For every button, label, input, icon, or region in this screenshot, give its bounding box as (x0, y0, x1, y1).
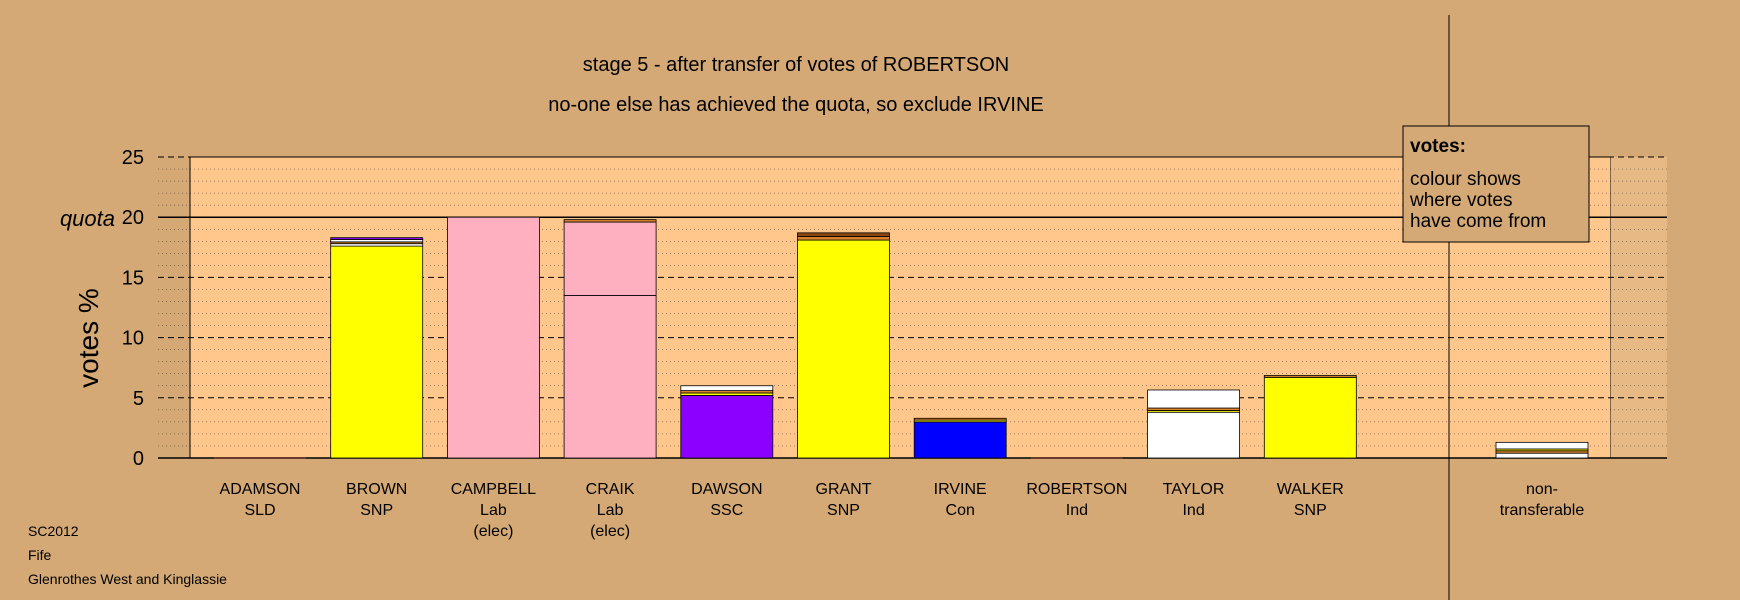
candidate-label-line: IRVINE (934, 481, 987, 498)
chart-title: stage 5 - after transfer of votes of ROB… (583, 54, 1009, 76)
legend-line-1: colour shows (1410, 169, 1521, 190)
y-tick-label: 25 (122, 147, 144, 169)
bar-taylor (1147, 389, 1240, 459)
bar-segment (563, 295, 657, 459)
candidate-label-line: WALKER (1277, 481, 1344, 498)
bar-segment (563, 219, 657, 223)
candidate-label-line: TAYLOR (1163, 481, 1225, 498)
y-tick-label: 5 (133, 388, 144, 410)
candidate-label-line: Ind (1066, 502, 1088, 519)
legend-title: votes: (1410, 136, 1466, 157)
bar-segment (797, 236, 890, 241)
bar-walker (1263, 375, 1357, 459)
bar-segment (1147, 389, 1240, 409)
bar-segment (1263, 376, 1357, 459)
candidate-label-line: Lab (480, 502, 507, 519)
y-tick-labels: 0 5 10 15 20 25 (122, 147, 144, 470)
bar-segment (1147, 411, 1240, 459)
footer-line-2: Fife (28, 547, 52, 563)
footer-line-1: SC2012 (28, 523, 79, 539)
plot-area (189, 156, 1612, 459)
bars-group (214, 216, 1589, 459)
bar-dawson (680, 385, 774, 459)
candidate-label-line: SNP (827, 502, 860, 519)
y-tick-label: 20 (122, 207, 144, 229)
candidate-label-line: non- (1526, 481, 1558, 498)
candidate-label-line: Ind (1182, 502, 1204, 519)
candidate-label-line: BROWN (346, 481, 407, 498)
bar-segment (680, 385, 774, 391)
bar-segment (680, 394, 774, 459)
y-tick-label: 0 (133, 448, 144, 470)
bar-segment (1495, 441, 1589, 450)
bar-nontransferable (1495, 441, 1589, 459)
y-tick-label: 15 (122, 267, 144, 289)
candidate-label-line: SNP (1294, 502, 1327, 519)
bar-segment (913, 421, 1007, 459)
candidate-label-line: (elec) (473, 523, 513, 540)
candidate-label-line: SLD (244, 502, 275, 519)
candidate-label-line: SNP (360, 502, 393, 519)
candidate-label-line: CRAIK (586, 481, 635, 498)
chart-subtitle: no-one else has achieved the quota, so e… (548, 94, 1044, 116)
bar-segment (563, 221, 657, 296)
bar-campbell (446, 216, 540, 459)
candidate-label-line: GRANT (816, 481, 872, 498)
candidate-label-line: DAWSON (691, 481, 762, 498)
candidate-label-line: SSC (710, 502, 743, 519)
bar-brown (330, 237, 424, 459)
bar-segment (797, 239, 890, 459)
bar-segment (913, 417, 1007, 421)
candidate-label-line: CAMPBELL (451, 481, 536, 498)
footer-line-3: Glenrothes West and Kinglassie (28, 571, 227, 587)
candidate-label-line: Lab (597, 502, 624, 519)
candidate-label-line: Con (946, 502, 975, 519)
legend-box: votes: colour shows where votes have com… (1402, 125, 1590, 243)
bar-segment (1495, 452, 1589, 459)
candidate-label-line: transferable (1500, 502, 1585, 519)
plot-right-shade (1611, 157, 1667, 458)
y-axis-label: votes % (73, 288, 104, 388)
bar-grant (797, 232, 890, 459)
quota-label: quota (60, 206, 115, 231)
y-tick-label: 10 (122, 328, 144, 350)
candidate-label-line: ADAMSON (220, 481, 301, 498)
bar-segment (446, 216, 540, 459)
legend-frame (1402, 125, 1590, 243)
bar-segment (330, 237, 424, 240)
bar-irvine (913, 417, 1007, 459)
legend-line-2: where votes (1409, 190, 1512, 211)
candidate-label-line: (elec) (590, 523, 630, 540)
candidate-labels: ADAMSON SLD BROWN SNP CAMPBELL Lab (elec) CRAIK… (220, 481, 1585, 540)
bar-craik (563, 219, 657, 459)
candidate-label-line: ROBERTSON (1026, 481, 1127, 498)
bar-segment (797, 232, 890, 237)
bar-segment (330, 245, 424, 459)
bar-segment (1263, 375, 1357, 378)
legend-line-3: have come from (1410, 211, 1546, 232)
